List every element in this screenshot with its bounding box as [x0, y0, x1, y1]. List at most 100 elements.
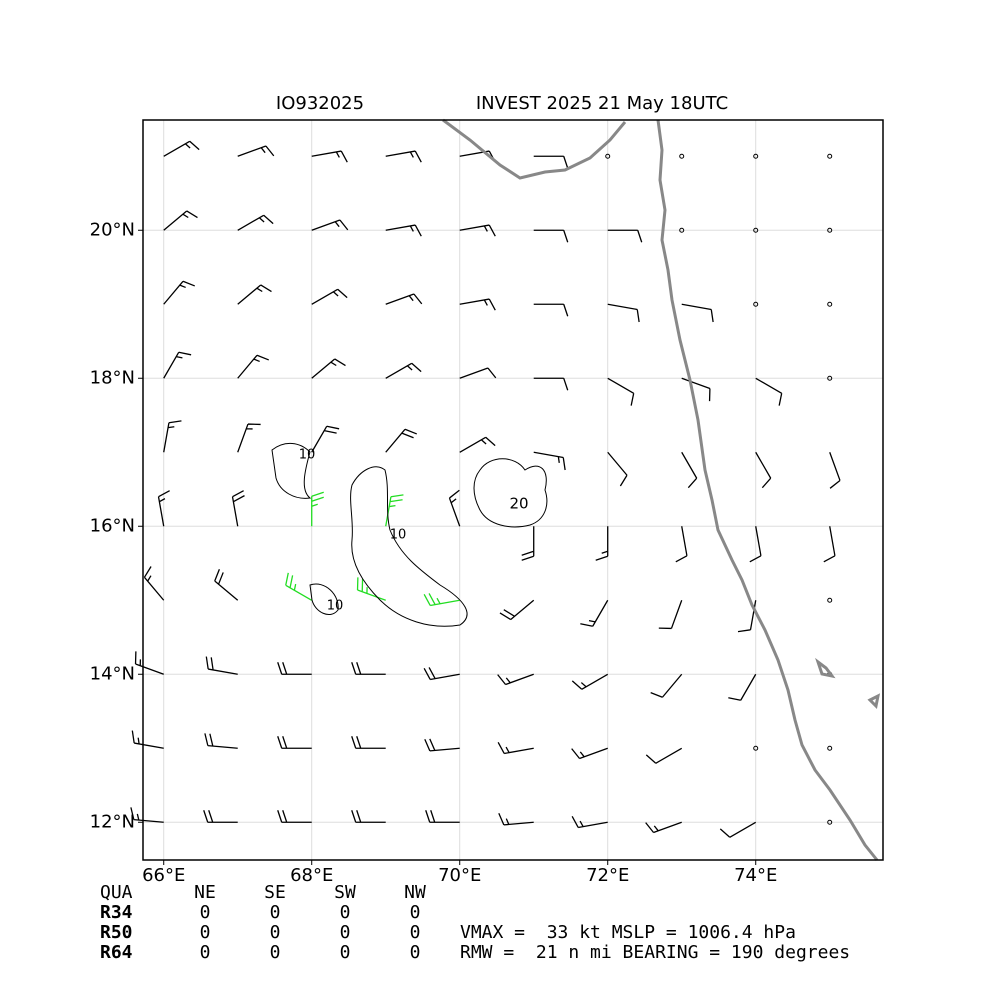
table-header: NE [194, 882, 216, 903]
island [867, 693, 881, 710]
table-cell: 0 [340, 922, 351, 943]
wind-barb [533, 229, 569, 243]
calm-marker [605, 153, 611, 159]
table-cell: R34 [100, 902, 133, 923]
wind-barb [423, 667, 460, 681]
wind-barb [737, 600, 757, 633]
x-tick-label: 72°E [586, 865, 629, 886]
calm-marker [827, 153, 833, 159]
table-cell: 0 [200, 902, 211, 923]
calm-marker [753, 227, 759, 233]
wind-barb [385, 494, 404, 527]
wind-barb [448, 489, 461, 527]
table-header: QUA [100, 882, 133, 903]
calm-marker [679, 153, 685, 159]
wind-barb [607, 303, 640, 323]
wind-barb [205, 656, 238, 675]
wind-barb [214, 568, 239, 601]
contour-label: 10 [299, 448, 316, 463]
calm-marker [679, 227, 685, 233]
wind-barb [533, 377, 569, 391]
contour [473, 458, 548, 528]
x-tick-label: 70°E [438, 865, 481, 886]
table-cell: 0 [410, 942, 421, 963]
wind-barb [277, 662, 312, 675]
title-left: IO932025 [276, 93, 364, 114]
wind-barb [459, 367, 497, 379]
table-cell: 0 [410, 922, 421, 943]
wind-barb [459, 224, 496, 237]
table-cell: 0 [270, 942, 281, 963]
wind-barb [134, 651, 164, 675]
calm-marker [753, 745, 759, 751]
wind-barb [533, 155, 569, 169]
table-header: SW [334, 882, 356, 903]
stats-line: VMAX = 33 kt MSLP = 1006.4 hPa [460, 922, 796, 943]
calm-marker [753, 301, 759, 307]
coastline [656, 119, 879, 861]
wind-barb [231, 490, 245, 527]
wind-barb [204, 733, 238, 749]
wind-barb [681, 451, 698, 489]
wind-barb [571, 747, 608, 760]
y-tick-label: 16°N [90, 515, 135, 536]
calm-marker [827, 745, 833, 751]
wind-barb [311, 425, 340, 453]
wind-barb [607, 451, 628, 487]
wind-barb [571, 816, 608, 829]
wind-barb [351, 662, 386, 675]
wind-barb [675, 526, 688, 563]
wind-barb [645, 821, 682, 834]
wind-barb [645, 747, 683, 764]
wind-barb [533, 303, 569, 317]
contour [271, 443, 312, 499]
wind-barb [829, 452, 841, 489]
table-cell: 0 [410, 902, 421, 923]
wind-barb [237, 214, 274, 231]
wind-barb [749, 526, 762, 563]
wind-barb [311, 150, 348, 163]
table-cell: R50 [100, 922, 133, 943]
stats-line: RMW = 21 n mi BEARING = 190 degrees [460, 942, 850, 963]
table-cell: R64 [100, 942, 133, 963]
island [815, 657, 836, 679]
wind-barb [650, 673, 683, 698]
wind-barb [728, 673, 757, 701]
wind-barb [681, 303, 714, 323]
wind-barb [499, 599, 535, 621]
calm-marker [827, 227, 833, 233]
wind-barb [425, 810, 460, 823]
wind-barb [424, 738, 460, 752]
wind-barb [498, 813, 534, 826]
calm-marker [827, 301, 833, 307]
wind-barb [163, 420, 182, 453]
table-cell: 0 [200, 942, 211, 963]
y-tick-label: 12°N [90, 811, 135, 832]
title-right: INVEST 2025 21 May 18UTC [476, 93, 728, 114]
wind-barb [311, 491, 324, 527]
wind-barb [277, 810, 312, 823]
wind-barb [459, 436, 496, 453]
wind-barb [658, 600, 683, 630]
wind-barb [423, 593, 460, 607]
y-tick-label: 18°N [90, 367, 135, 388]
wind-barb [163, 210, 198, 231]
table-cell: 0 [270, 902, 281, 923]
x-tick-label: 66°E [142, 865, 185, 886]
wind-barb [607, 377, 635, 406]
contour-label: 10 [390, 528, 407, 543]
table-cell: 0 [340, 942, 351, 963]
wind-barb [163, 140, 200, 157]
wind-barb [497, 742, 534, 755]
wind-barb [385, 362, 422, 379]
wind-barb [157, 490, 170, 527]
wind-barb [755, 377, 783, 406]
wind-barb [351, 736, 386, 749]
wind-barb [311, 288, 348, 305]
wind-barb [571, 673, 609, 690]
wind-barb [237, 284, 272, 305]
wind-barb [351, 810, 386, 823]
wind-barb [595, 526, 609, 561]
wind-barb [131, 730, 164, 749]
wind-barb [311, 219, 349, 231]
